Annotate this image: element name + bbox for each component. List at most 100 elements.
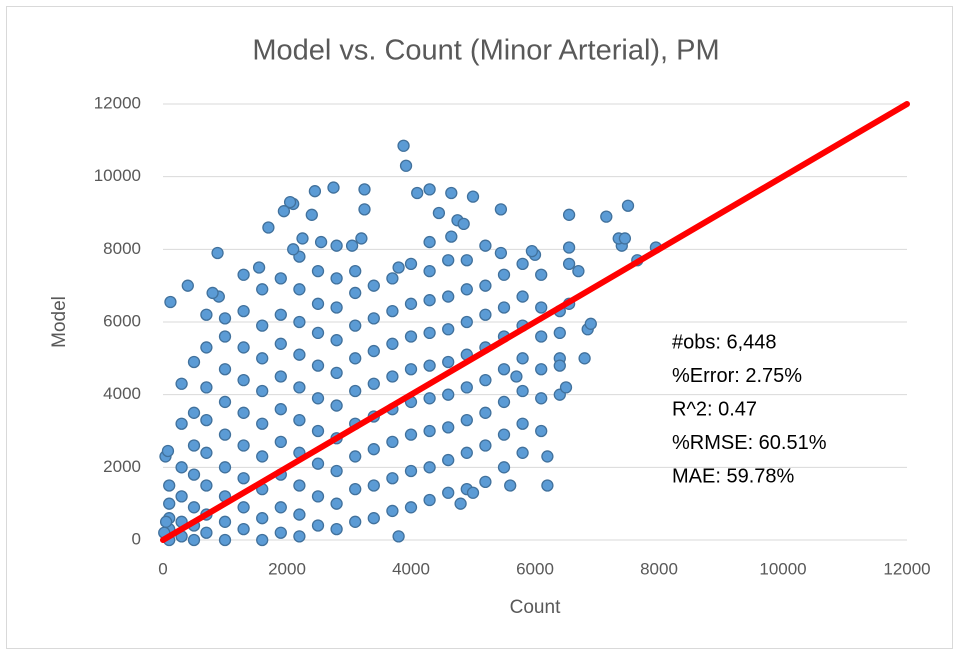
point (181, 279, 194, 292)
point (404, 257, 418, 271)
point (553, 359, 566, 372)
point (442, 323, 455, 336)
point (386, 304, 399, 318)
y-tick-label: 2000 (103, 457, 141, 476)
point (349, 515, 362, 528)
point (305, 208, 318, 221)
point (367, 443, 380, 456)
y-tick-label: 6000 (103, 311, 141, 330)
point (262, 221, 275, 234)
point (187, 533, 201, 547)
point (553, 326, 566, 340)
point (386, 337, 399, 350)
point (497, 395, 511, 409)
point (187, 439, 201, 452)
point (211, 246, 224, 260)
point (256, 319, 269, 332)
x-tick-label: 0 (158, 559, 167, 578)
point (200, 413, 213, 427)
points (158, 139, 663, 547)
point (163, 497, 176, 510)
point (311, 490, 325, 503)
lines (160, 101, 910, 543)
point (516, 290, 529, 303)
point (274, 337, 287, 350)
y-tick-label: 4000 (103, 384, 141, 403)
point (535, 330, 548, 343)
point (367, 512, 380, 525)
point (535, 363, 548, 376)
x-tick-label: 2000 (268, 559, 306, 578)
point (460, 283, 473, 296)
point (200, 479, 213, 492)
point (510, 370, 523, 383)
point (218, 330, 232, 343)
point (442, 290, 455, 303)
point (349, 450, 362, 463)
point (175, 417, 188, 430)
point (397, 139, 410, 152)
x-tick-label: 4000 (392, 559, 430, 578)
point (175, 490, 188, 503)
point (200, 381, 213, 394)
point (311, 359, 325, 372)
point (256, 283, 269, 296)
point (256, 533, 269, 547)
point (175, 461, 188, 474)
point (466, 190, 480, 203)
point (218, 312, 232, 325)
point (200, 308, 213, 321)
point (252, 261, 266, 274)
point (355, 232, 368, 245)
point (218, 428, 232, 441)
point (621, 199, 635, 212)
point (311, 264, 325, 278)
point (423, 235, 436, 249)
point (535, 424, 548, 438)
point (218, 461, 232, 474)
point (274, 526, 287, 539)
point (457, 217, 470, 231)
point (187, 406, 201, 419)
point (460, 446, 473, 459)
point (423, 424, 436, 438)
point (187, 355, 201, 369)
annotation: R^2: 0.47 (672, 398, 757, 420)
point (562, 257, 576, 271)
point (432, 206, 446, 220)
point (442, 355, 455, 369)
point (454, 497, 467, 510)
point (256, 384, 269, 398)
point (367, 279, 380, 292)
point (349, 264, 362, 278)
point (479, 439, 492, 452)
point (404, 330, 418, 343)
point (237, 439, 250, 452)
point (404, 363, 418, 376)
point (479, 406, 492, 419)
point (559, 381, 573, 394)
point (516, 257, 529, 271)
point (386, 504, 399, 518)
point (504, 479, 517, 492)
point (296, 232, 309, 245)
point (330, 272, 343, 285)
point (293, 530, 306, 543)
y-tick-label: 12000 (94, 93, 141, 112)
point (161, 444, 175, 458)
chart-border (6, 6, 953, 649)
point (516, 384, 529, 398)
point (525, 244, 539, 258)
annotation: %RMSE: 60.51% (672, 432, 827, 454)
point (349, 286, 362, 300)
point (497, 301, 511, 314)
point (404, 297, 418, 310)
point (494, 203, 508, 216)
point (293, 479, 306, 492)
point (562, 241, 576, 254)
y-tick-label: 10000 (94, 166, 141, 185)
point (200, 341, 213, 354)
point (494, 246, 508, 260)
point (237, 373, 250, 387)
